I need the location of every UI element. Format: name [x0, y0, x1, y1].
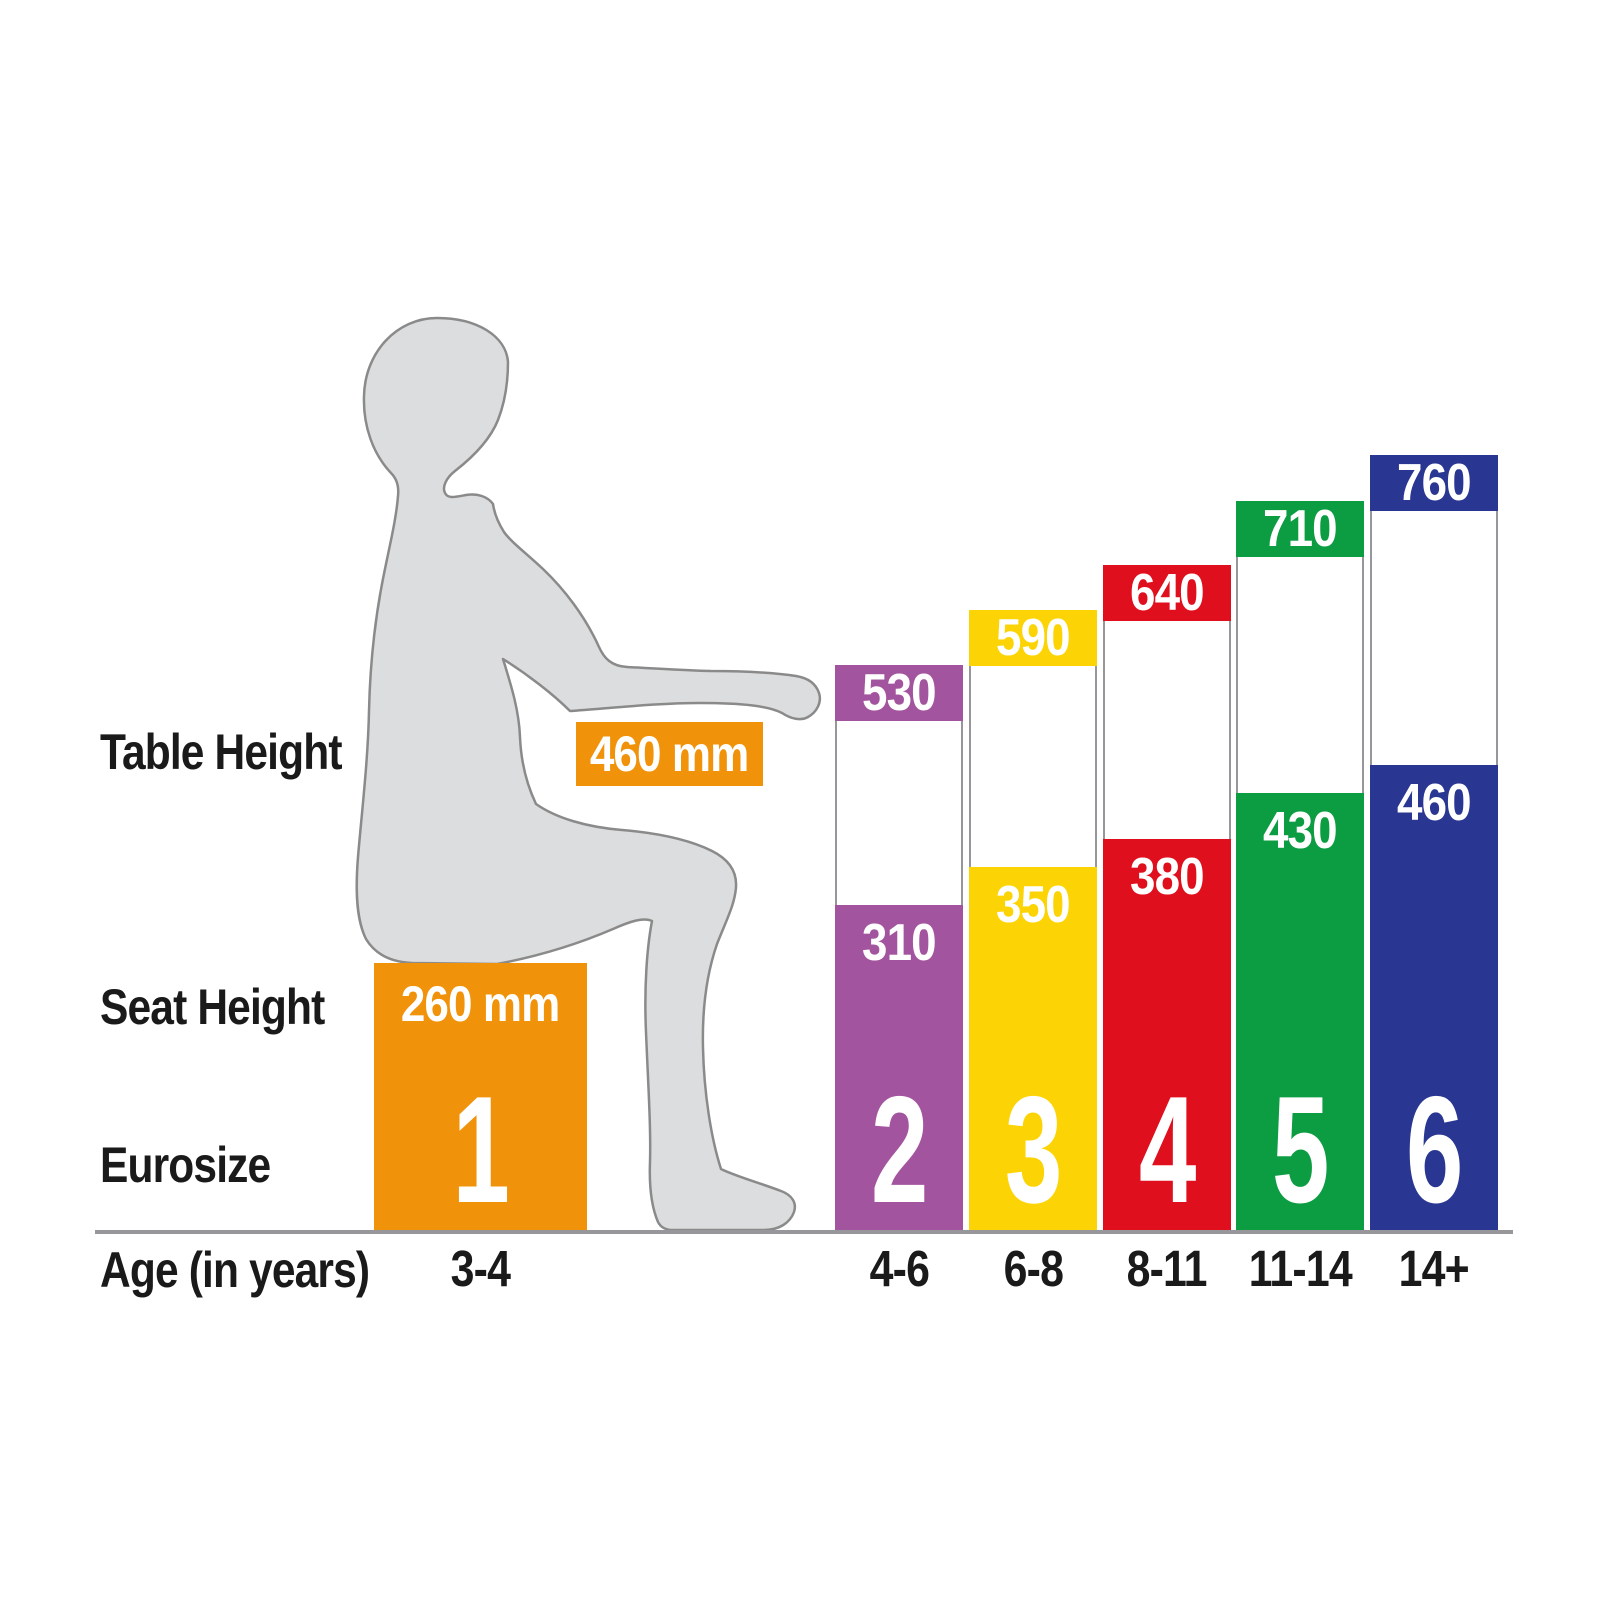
table-height-band: 640	[1103, 565, 1231, 621]
seat-height-band: 350 3	[969, 867, 1097, 1232]
eurosize-number: 5	[1271, 1065, 1329, 1235]
table-height-band: 760	[1370, 455, 1498, 511]
seat-height-value: 350	[996, 876, 1071, 934]
size1-age-value: 3-4	[450, 1240, 511, 1297]
eurosize-row-label: Eurosize	[100, 1137, 271, 1193]
eurosize-column: 760 460 6	[1370, 455, 1498, 1232]
seat-height-band: 430 5	[1236, 793, 1364, 1232]
size1-table-height-value: 460 mm	[590, 726, 749, 782]
eurosize-number: 2	[870, 1065, 928, 1235]
age-value: 14+	[1398, 1240, 1470, 1297]
size1-eurosize-number: 1	[452, 1065, 509, 1235]
seat-height-band: 380 4	[1103, 839, 1231, 1232]
age-value: 8-11	[1126, 1240, 1208, 1297]
table-height-value: 760	[1397, 454, 1472, 512]
seat-height-band: 460 6	[1370, 765, 1498, 1232]
seat-height-band: 310 2	[835, 905, 963, 1232]
seat-height-value: 380	[1130, 848, 1205, 906]
age-value: 11-14	[1248, 1240, 1352, 1297]
age-row-label: Age (in years)	[100, 1242, 370, 1298]
age-value: 6-8	[1003, 1240, 1063, 1297]
eurosize-column: 710 430 5	[1236, 501, 1364, 1232]
table-height-band: 530	[835, 665, 963, 721]
eurosize-number: 4	[1138, 1065, 1196, 1235]
seat-height-value: 430	[1263, 802, 1338, 860]
size1-seat-block: 260 mm 1	[374, 963, 587, 1232]
table-height-row-label: Table Height	[100, 724, 343, 780]
table-height-value: 640	[1130, 564, 1205, 622]
seated-child-silhouette-path	[355, 316, 822, 1232]
size1-table-height-badge: 460 mm	[576, 722, 763, 786]
eurosize-column: 530 310 2	[835, 665, 963, 1232]
seat-height-row-label: Seat Height	[100, 979, 325, 1035]
table-height-value: 710	[1263, 500, 1338, 558]
table-height-value: 590	[996, 609, 1071, 667]
eurosize-column: 590 350 3	[969, 610, 1097, 1232]
seat-height-value: 460	[1397, 774, 1472, 832]
table-height-value: 530	[862, 664, 937, 722]
eurosize-number: 6	[1405, 1065, 1463, 1235]
table-height-band: 590	[969, 610, 1097, 666]
eurosize-column: 640 380 4	[1103, 565, 1231, 1232]
table-height-band: 710	[1236, 501, 1364, 557]
size1-seat-height-value: 260 mm	[401, 976, 560, 1032]
baseline-axis	[95, 1230, 1513, 1234]
age-value: 4-6	[869, 1240, 929, 1297]
eurosize-number: 3	[1004, 1065, 1062, 1235]
seat-height-value: 310	[862, 914, 937, 972]
